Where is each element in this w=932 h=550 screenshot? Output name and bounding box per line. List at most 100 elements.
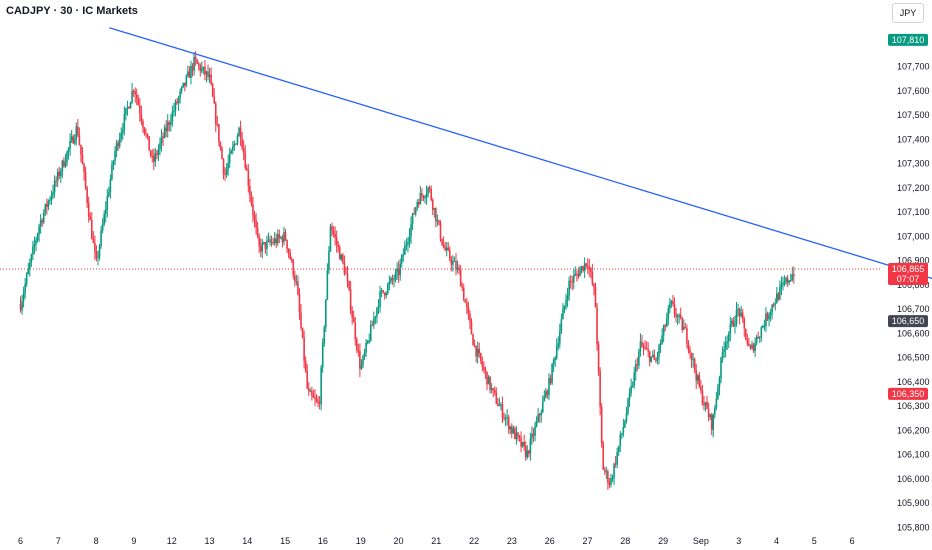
- candle-up: [182, 82, 185, 87]
- candle-down: [435, 208, 437, 222]
- candle-up: [73, 139, 76, 144]
- candle-up: [321, 343, 324, 368]
- candle-down: [417, 202, 420, 205]
- candle-down: [168, 122, 171, 125]
- candle-up: [157, 149, 160, 155]
- candle-up: [634, 364, 637, 373]
- candle-down: [608, 482, 611, 485]
- candle-down: [152, 156, 155, 162]
- candle-down: [301, 327, 304, 338]
- candle-down: [703, 403, 705, 406]
- candle-up: [109, 179, 112, 193]
- candle-up: [526, 450, 529, 458]
- candle-up: [724, 343, 727, 350]
- candle-up: [540, 412, 543, 416]
- candle-up: [225, 169, 228, 175]
- candle-down: [250, 195, 253, 205]
- price-tag-current: [888, 262, 928, 285]
- candle-up: [740, 312, 742, 317]
- candle-down: [599, 371, 601, 407]
- x-tick-label: 27: [582, 536, 592, 546]
- candle-down: [645, 348, 648, 350]
- candle-up: [720, 357, 722, 379]
- candle-up: [126, 107, 129, 109]
- candle-down: [447, 247, 450, 251]
- candle-up: [201, 68, 203, 72]
- candle-down: [239, 127, 242, 139]
- candle-down: [479, 353, 482, 362]
- candle-up: [121, 129, 124, 133]
- y-tick-label: 106,600: [897, 328, 930, 338]
- candle-down: [331, 226, 333, 231]
- candle-up: [610, 478, 612, 485]
- candle-up: [323, 327, 326, 344]
- candle-up: [498, 405, 501, 407]
- candle-up: [424, 197, 426, 199]
- candle-down: [281, 237, 284, 243]
- candle-down: [334, 234, 336, 238]
- x-tick-label: 12: [167, 536, 177, 546]
- candle-down: [428, 187, 431, 189]
- currency-button[interactable]: JPY: [892, 3, 924, 23]
- candle-down: [244, 153, 247, 169]
- candle-up: [185, 75, 188, 86]
- candle-down: [679, 314, 682, 319]
- candle-up: [329, 226, 332, 252]
- candle-up: [782, 282, 784, 285]
- candle-down: [772, 304, 775, 306]
- candle-up: [552, 359, 555, 364]
- candle-up: [548, 378, 550, 395]
- candle-up: [780, 284, 783, 287]
- candle-up: [366, 340, 369, 343]
- candle-up: [659, 343, 662, 346]
- candle-up: [562, 309, 564, 320]
- candle-down: [642, 345, 645, 348]
- candle-up: [101, 224, 104, 231]
- candle-up: [751, 344, 753, 349]
- candle-down: [470, 321, 473, 335]
- candle-up: [709, 414, 711, 418]
- candle-up: [436, 220, 439, 222]
- candle-down: [287, 248, 290, 253]
- candle-down: [757, 337, 760, 339]
- candle-down: [306, 370, 309, 388]
- candle-up: [396, 268, 398, 273]
- x-tick-label: 20: [393, 536, 403, 546]
- candle-down: [602, 443, 605, 470]
- candle-down: [191, 65, 194, 71]
- y-tick-label: 106,500: [897, 353, 930, 363]
- price-tag-countdown: 07:07: [897, 274, 920, 284]
- candle-up: [202, 66, 205, 69]
- candle-up: [393, 279, 395, 281]
- candle-down: [224, 174, 226, 176]
- candle-down: [707, 408, 710, 418]
- candle-up: [70, 136, 73, 141]
- candle-down: [284, 232, 287, 240]
- candle-up: [566, 295, 569, 300]
- candle-up: [487, 376, 490, 385]
- candle-down: [297, 281, 299, 295]
- candle-up: [572, 275, 575, 283]
- candle-down: [165, 127, 167, 132]
- candle-down: [275, 238, 278, 244]
- x-tick-label: 9: [131, 536, 136, 546]
- y-tick-label: 106,100: [897, 450, 930, 460]
- candle-up: [267, 239, 270, 241]
- candle-down: [469, 313, 471, 322]
- candle-up: [160, 136, 163, 144]
- price-tag-label: 106,350: [892, 389, 925, 399]
- candle-down: [455, 261, 457, 270]
- candle-down: [46, 204, 48, 207]
- candle-up: [638, 351, 640, 366]
- candle-down: [382, 290, 384, 293]
- candle-down: [264, 242, 267, 249]
- candle-down: [503, 417, 505, 419]
- candle-down: [777, 293, 780, 300]
- candle-down: [749, 345, 752, 349]
- candle-down: [357, 349, 360, 352]
- candle-up: [120, 132, 123, 139]
- candle-up: [173, 110, 175, 112]
- candle-up: [115, 142, 118, 151]
- candle-up: [506, 417, 508, 419]
